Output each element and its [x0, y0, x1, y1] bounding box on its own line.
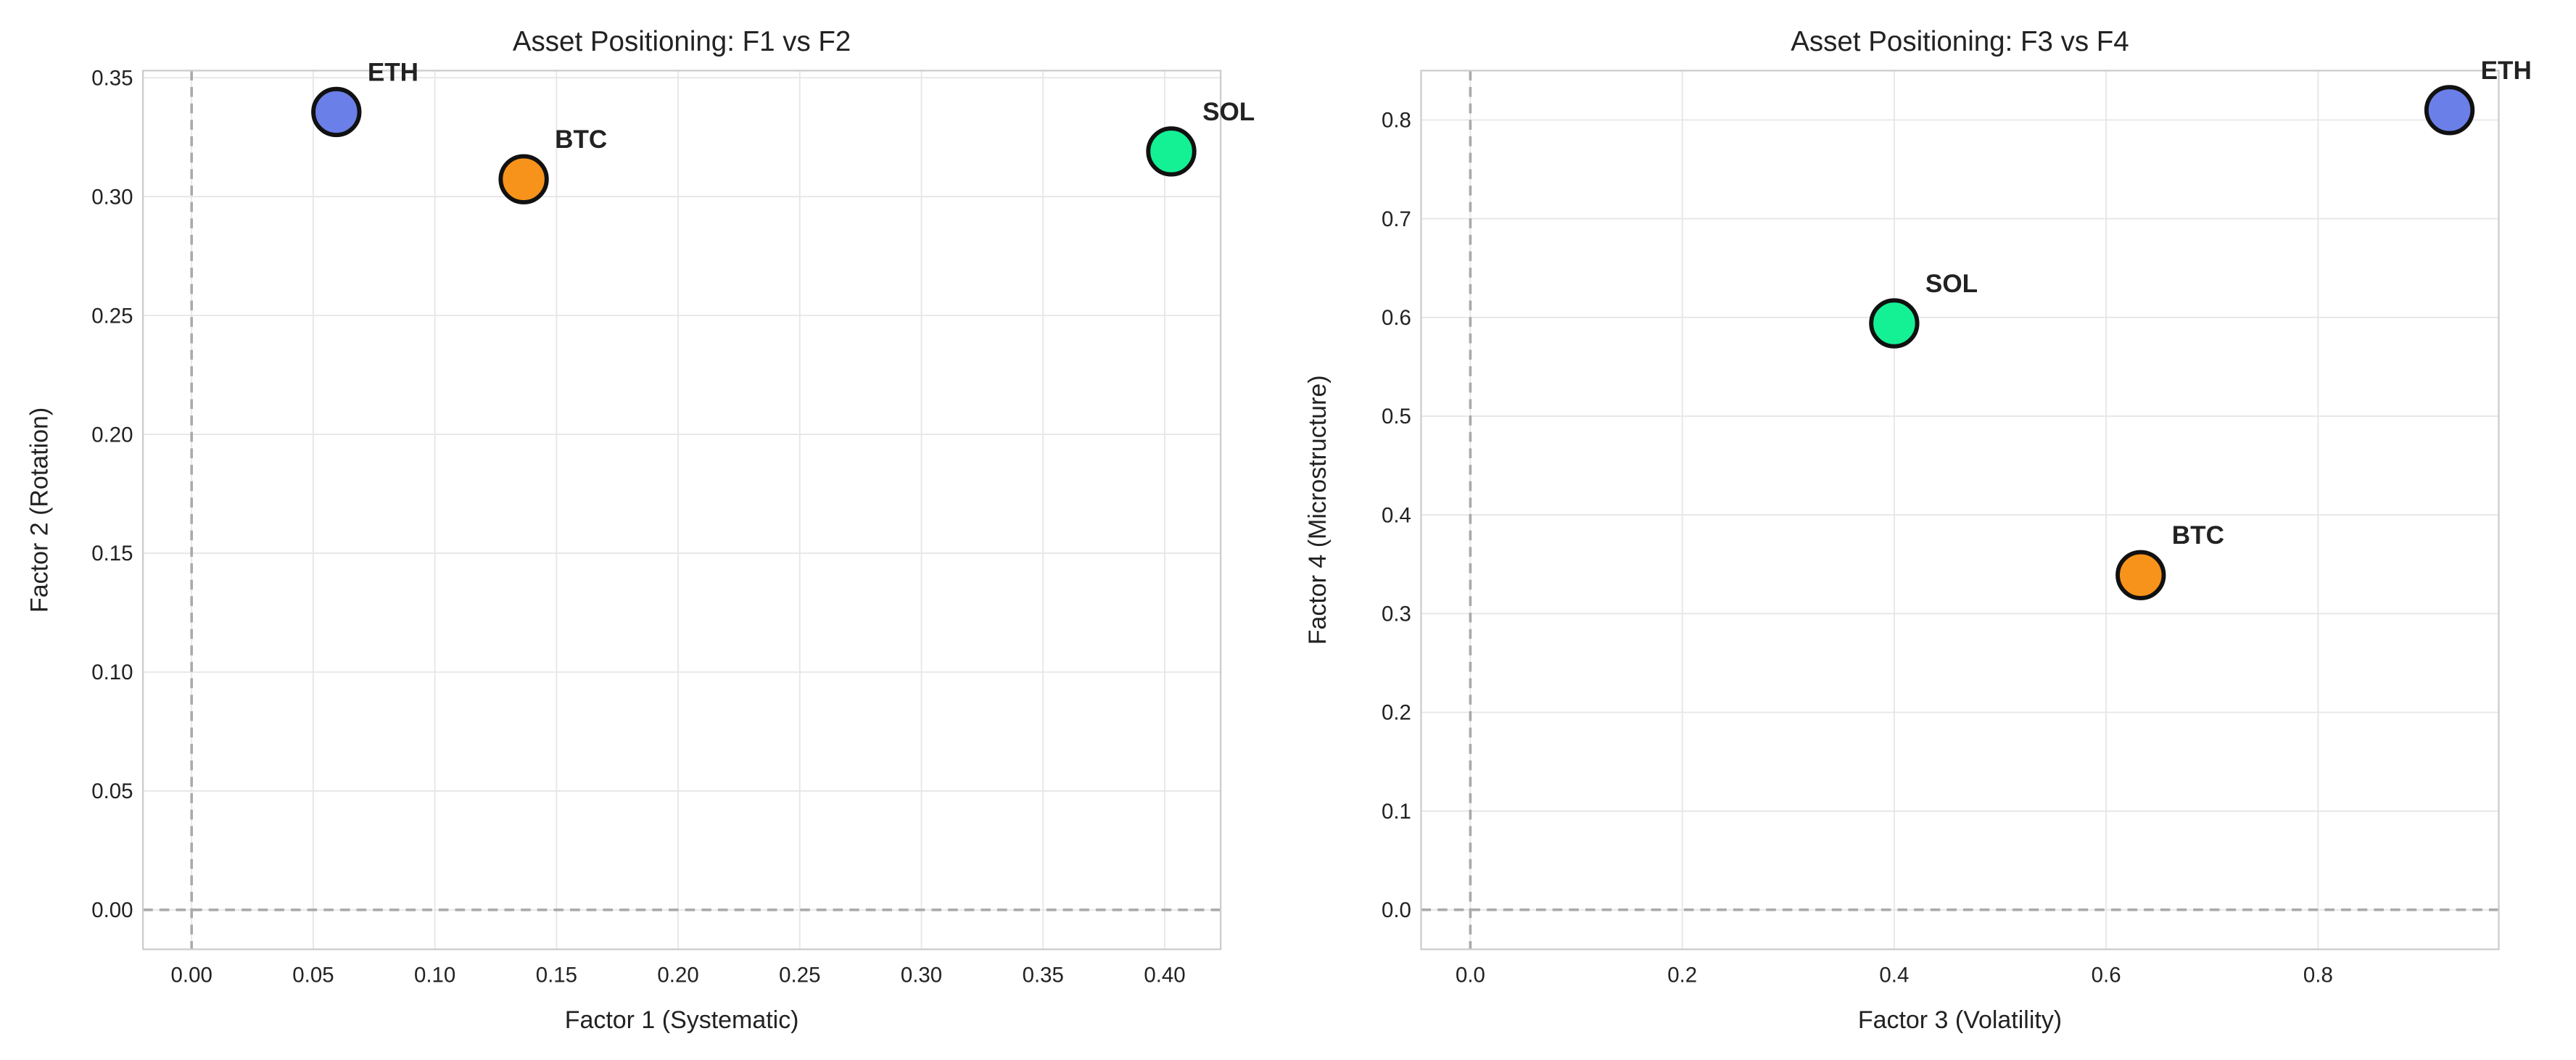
- x-tick-label: 0.2: [1667, 964, 1697, 987]
- y-tick-label: 0.3: [1382, 603, 1411, 626]
- x-axis-label: Factor 1 (Systematic): [565, 1006, 799, 1034]
- y-tick-label: 0.1: [1382, 800, 1411, 824]
- chart-title: Asset Positioning: F3 vs F4: [1791, 26, 2129, 57]
- point-label: SOL: [1925, 270, 1978, 298]
- y-tick-label: 0.6: [1382, 306, 1411, 330]
- point: [2424, 85, 2475, 136]
- x-tick-label: 0.4: [1879, 964, 1909, 987]
- y-tick-label: 0.30: [91, 185, 133, 209]
- y-tick-label: 0.25: [91, 304, 133, 328]
- x-tick-label: 0.15: [536, 964, 577, 987]
- y-tick-label: 0.0: [1382, 898, 1411, 922]
- x-tick-label: 0.6: [2092, 964, 2121, 987]
- y-tick-label: 0.8: [1382, 109, 1411, 133]
- point-label: ETH: [368, 58, 418, 86]
- point: [1869, 298, 1920, 349]
- x-tick-label: 0.30: [901, 964, 942, 987]
- y-tick-label: 0.00: [91, 898, 133, 922]
- y-tick-label: 0.7: [1382, 207, 1411, 231]
- y-axis-label: Factor 2 (Rotation): [26, 407, 54, 613]
- x-tick-label: 0.20: [657, 964, 698, 987]
- point-label: BTC: [555, 125, 607, 154]
- point: [498, 154, 549, 204]
- plot-frame: [1420, 70, 2500, 951]
- y-tick-label: 0.4: [1382, 503, 1411, 527]
- y-tick-label: 0.15: [91, 542, 133, 566]
- y-axis-label: Factor 4 (Microstructure): [1304, 375, 1332, 645]
- x-tick-label: 0.35: [1023, 964, 1064, 987]
- y-tick-label: 0.35: [91, 66, 133, 90]
- x-tick-label: 0.10: [414, 964, 455, 987]
- point-label: ETH: [2481, 57, 2532, 85]
- x-tick-label: 0.25: [779, 964, 820, 987]
- x-tick-label: 0.0: [1456, 964, 1485, 987]
- y-tick-label: 0.2: [1382, 701, 1411, 725]
- plot-frame: [141, 70, 1222, 951]
- chart-title: Asset Positioning: F1 vs F2: [513, 26, 851, 57]
- point: [2115, 550, 2166, 600]
- x-tick-label: 0.00: [171, 964, 212, 987]
- point-label: SOL: [1202, 98, 1255, 126]
- y-tick-label: 0.05: [91, 779, 133, 803]
- point: [1146, 126, 1197, 177]
- y-tick-label: 0.10: [91, 661, 133, 684]
- x-axis-label: Factor 3 (Volatility): [1858, 1006, 2062, 1034]
- point-label: BTC: [2172, 521, 2224, 550]
- point: [311, 86, 362, 138]
- y-tick-label: 0.20: [91, 423, 133, 447]
- x-tick-label: 0.05: [292, 964, 334, 987]
- x-tick-label: 0.8: [2303, 964, 2333, 987]
- y-tick-label: 0.5: [1382, 405, 1411, 428]
- x-tick-label: 0.40: [1144, 964, 1185, 987]
